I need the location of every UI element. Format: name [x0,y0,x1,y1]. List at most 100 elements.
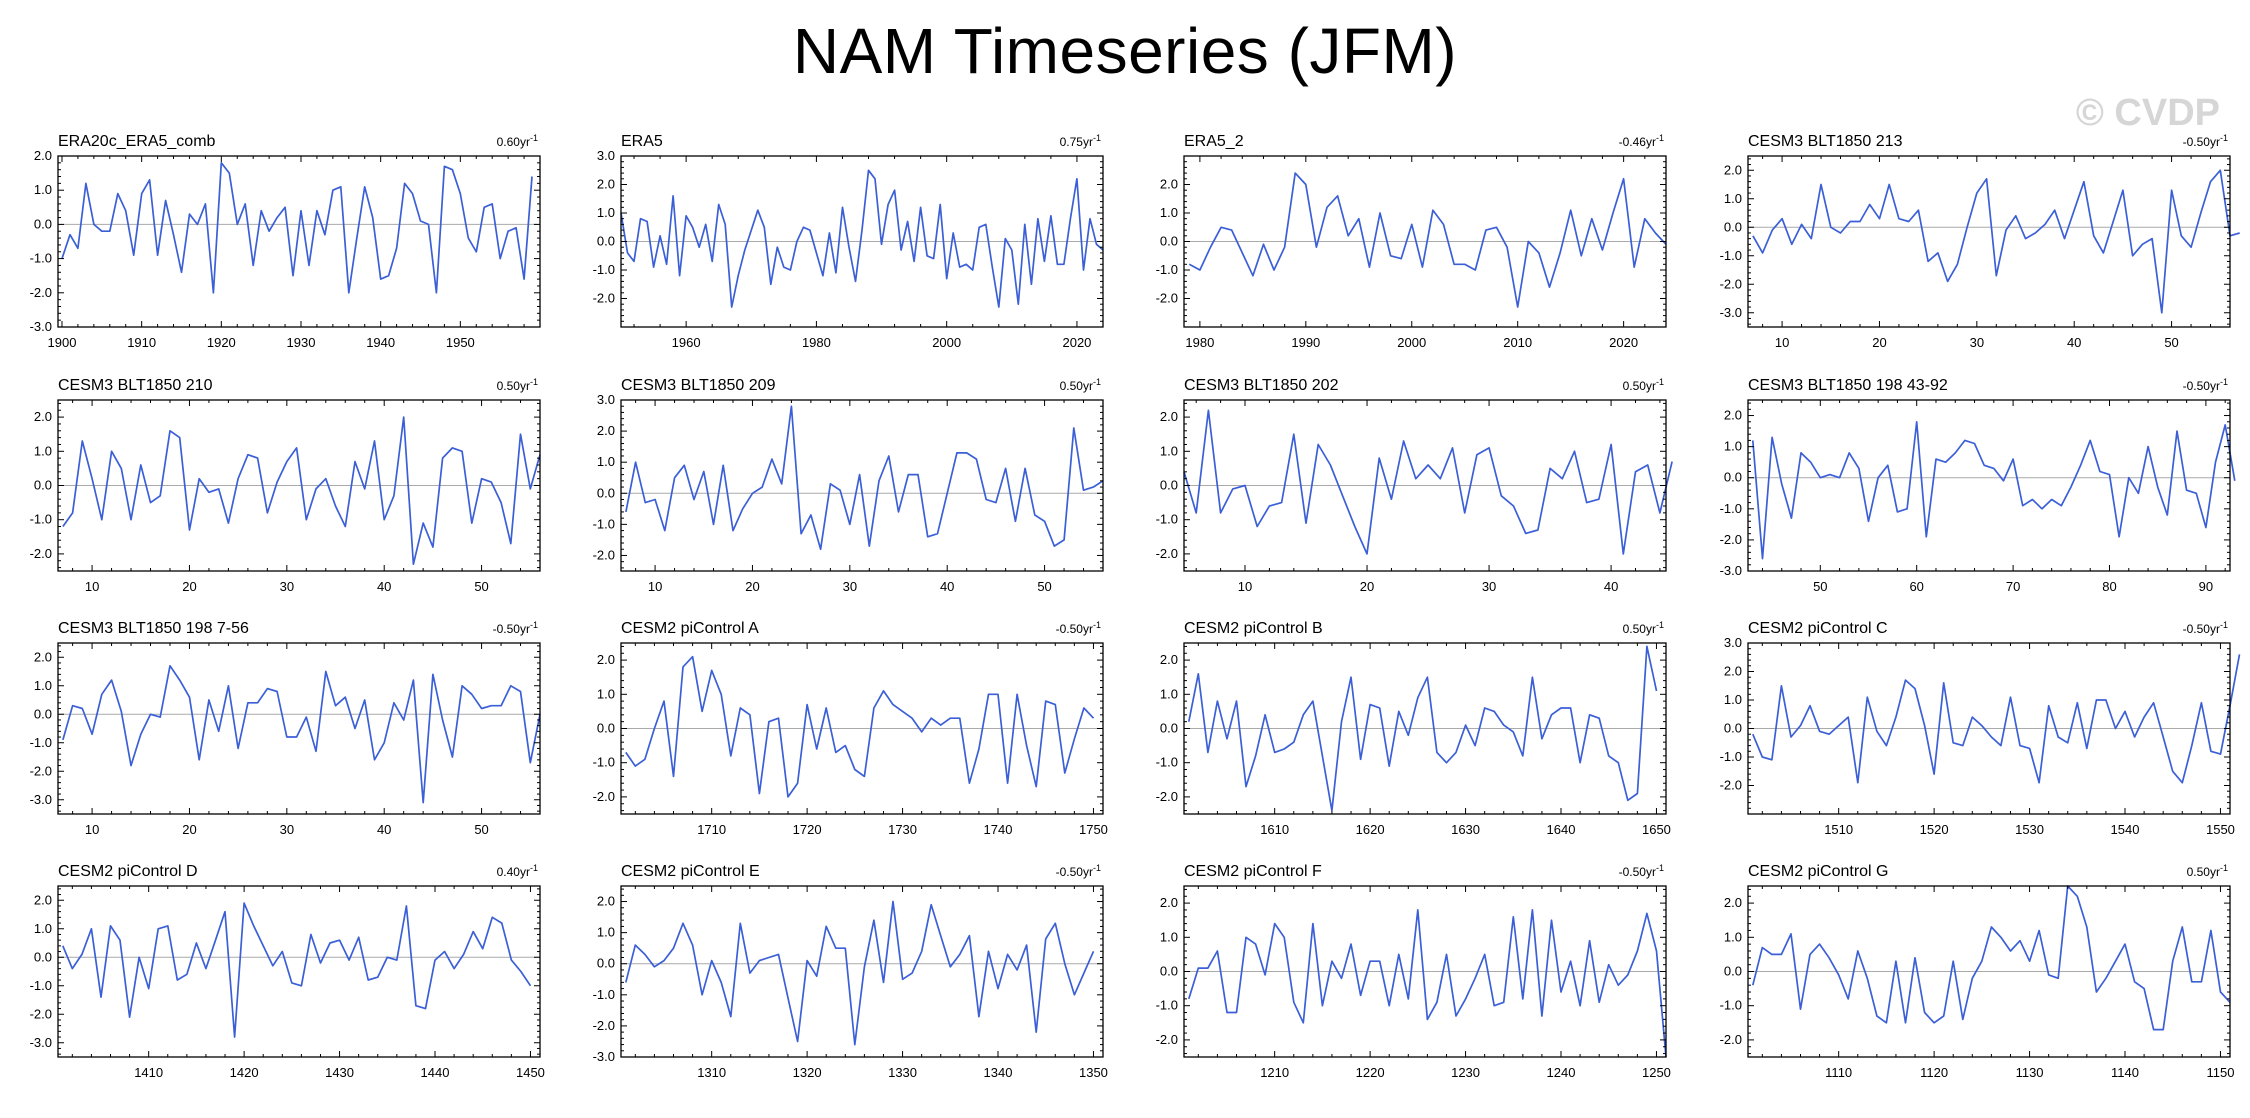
x-tick-label: 1650 [1642,822,1671,837]
x-tick-label: 20 [745,579,759,594]
y-axis: -3.0 -2.0 -1.0 0.0 1.0 2.0 [30,148,540,334]
series-line [1751,420,2236,560]
x-tick-label: 1980 [1185,335,1214,350]
y-tick-label: 3.0 [597,392,615,407]
x-tick-label: 1330 [888,1065,917,1080]
y-tick-label: 0.0 [597,721,615,736]
x-tick-label: 1140 [2111,1065,2139,1080]
x-tick-label: 1350 [1079,1065,1108,1080]
y-tick-label: -2.0 [1156,1032,1178,1047]
panel-title: CESM2 piControl F [1184,863,1322,880]
x-tick-label: 10 [1238,579,1252,594]
x-tick-label: 1440 [421,1065,450,1080]
x-axis: 1510 1520 1530 1540 1550 [1761,643,2235,837]
y-tick-label: -1.0 [1720,501,1742,516]
y-tick-label: -1.0 [1156,998,1178,1013]
x-tick-label: 40 [2067,335,2081,350]
x-tick-label: 1540 [2111,822,2140,837]
panel-title: CESM2 piControl C [1748,620,1888,637]
x-tick-label: 1960 [672,335,701,350]
y-tick-label: -3.0 [30,792,52,807]
x-tick-label: 1710 [697,822,726,837]
x-tick-label: 10 [648,579,662,594]
y-tick-label: -2.0 [1720,778,1742,793]
x-tick-label: 1620 [1356,822,1385,837]
y-tick-label: 0.0 [597,234,615,249]
series-line [62,664,541,804]
x-axis: 50 60 70 80 90 [1761,400,2226,594]
series-line [1187,909,1667,1058]
y-tick-label: 1.0 [1724,191,1742,206]
chart-panel-6: CESM3 BLT1850 209 0.50yr-1 -2.0 -1.0 0.0 1.0 2… [593,377,1104,594]
x-tick-label: 1940 [366,335,395,350]
x-axis: 1980 1990 2000 2010 2020 [1185,156,1667,350]
y-tick-label: -1.0 [1156,512,1178,527]
trend-label: -0.50yr-1 [2183,377,2228,393]
y-tick-label: 1.0 [1724,692,1742,707]
x-tick-label: 1250 [1642,1065,1671,1080]
trend-label: 0.40yr-1 [497,863,538,879]
x-tick-label: 1210 [1260,1065,1289,1080]
y-tick-label: -2.0 [1720,276,1742,291]
y-tick-label: 2.0 [597,894,615,909]
y-tick-label: -2.0 [30,546,52,561]
y-tick-label: 2.0 [34,148,52,163]
chart-panel-9: CESM3 BLT1850 198 7-56 -0.50yr-1-3.0-2.0-… [30,620,541,837]
x-tick-label: 1910 [127,335,156,350]
y-tick-label: -3.0 [1720,305,1742,320]
x-tick-label: 80 [2102,579,2116,594]
y-tick-label: -3.0 [30,1035,52,1050]
y-axis: -2.0 -1.0 0.0 1.0 2.0 3.0 [1720,635,2230,815]
y-axis: -2.0 -1.0 0.0 1.0 2.0 [1156,888,1666,1055]
y-tick-label: 0.0 [1160,234,1178,249]
y-tick-label: -1.0 [1156,755,1178,770]
y-tick-label: -1.0 [1156,262,1178,277]
x-tick-label: 50 [474,822,488,837]
y-tick-label: -2.0 [30,285,52,300]
y-tick-label: 0.0 [597,485,615,500]
x-tick-label: 1110 [1825,1065,1852,1080]
series-line [624,900,1095,1046]
x-tick-label: 1520 [1920,822,1949,837]
x-axis: 10 20 30 40 50 [635,400,1104,594]
x-tick-label: 1740 [984,822,1013,837]
y-tick-label: 0.0 [1724,721,1742,736]
y-tick-label: -1.0 [593,987,615,1002]
x-tick-label: 1640 [1547,822,1576,837]
x-tick-label: 2000 [1397,335,1426,350]
y-tick-label: -1.0 [30,735,52,750]
y-tick-label: 0.0 [34,949,52,964]
panel-title: CESM3 BLT1850 198 7-56 [58,620,249,637]
x-tick-label: 1610 [1260,822,1289,837]
x-tick-label: 1130 [2016,1065,2044,1080]
chart-panel-13: CESM2 piControl D 0.40yr-1 -3.0 -2.0 -1.0 0.0… [30,863,545,1080]
panel-title: ERA20c_ERA5_comb [58,133,216,150]
y-tick-label: 0.0 [1160,478,1178,493]
y-tick-label: 1.0 [34,921,52,936]
x-tick-label: 1510 [1824,822,1853,837]
chart-panel-12: CESM2 piControl C -0.50yr-1 -2.0 -1.0 0.0 1.0… [1720,620,2241,837]
y-tick-label: -2.0 [30,763,52,778]
panel-title: CESM3 BLT1850 198 43-92 [1748,377,1948,394]
y-tick-label: -3.0 [593,1049,615,1064]
y-tick-label: 2.0 [34,892,52,907]
y-tick-label: 0.0 [597,956,615,971]
x-tick-label: 30 [843,579,857,594]
series-line [625,405,1104,551]
x-tick-label: 20 [1872,335,1886,350]
x-tick-label: 1410 [134,1065,163,1080]
y-tick-label: 1.0 [1724,439,1742,454]
y-tick-label: 2.0 [34,649,52,664]
y-tick-label: -2.0 [593,789,615,804]
trend-label: 0.60yr-1 [497,133,538,149]
panel-title: CESM2 piControl G [1748,863,1889,880]
trend-label: -0.46yr-1 [1619,133,1664,149]
y-tick-label: -2.0 [1720,532,1742,547]
x-tick-label: 10 [1775,335,1789,350]
y-tick-label: -1.0 [593,516,615,531]
x-tick-label: 30 [1482,579,1496,594]
x-tick-label: 1530 [2015,822,2044,837]
x-tick-label: 10 [85,579,99,594]
x-axis: 10 20 30 40 50 [72,643,541,837]
